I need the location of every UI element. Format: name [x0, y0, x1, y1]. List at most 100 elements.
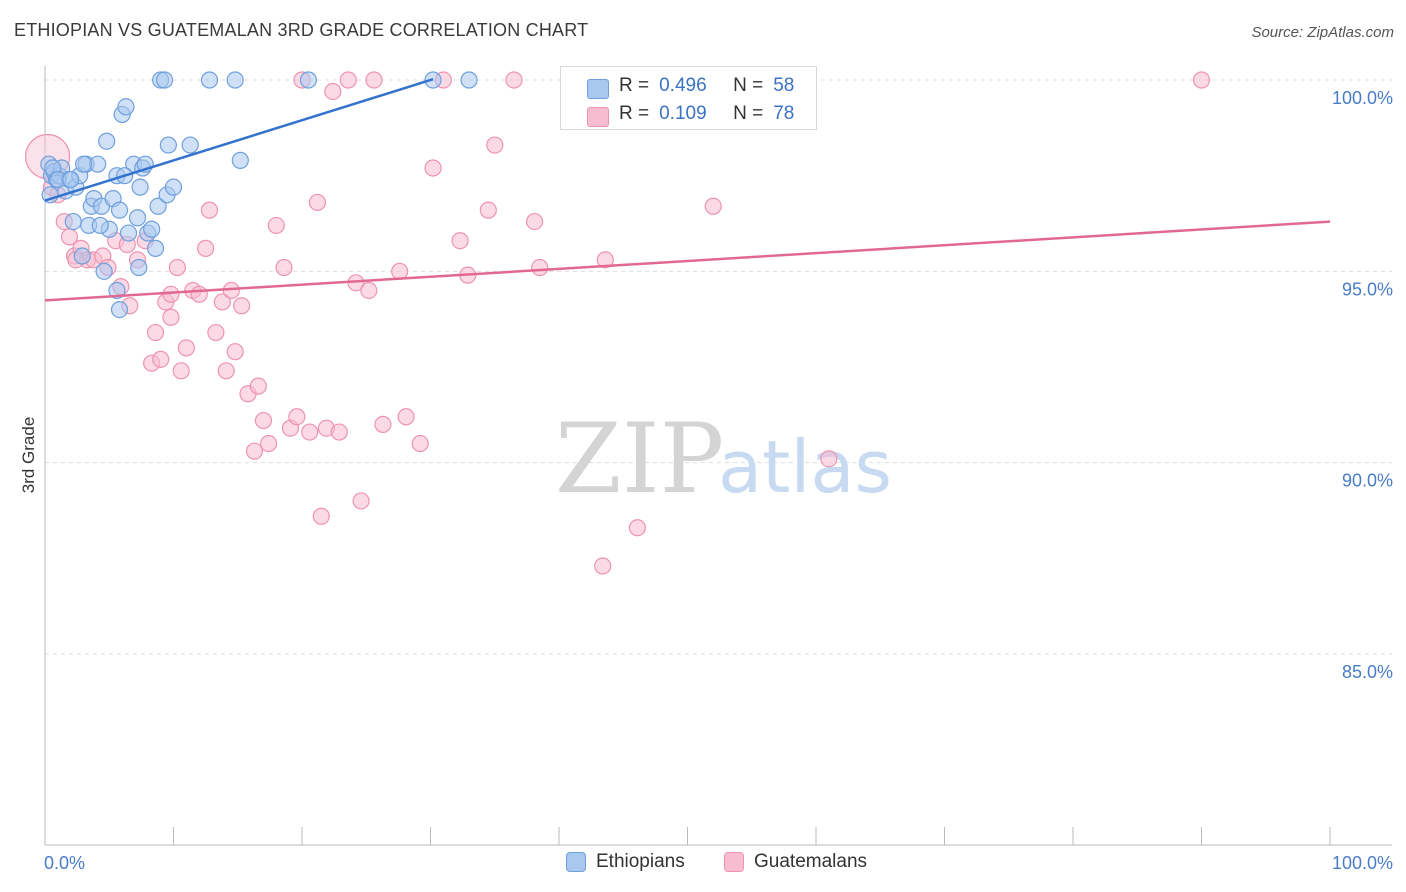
guatemalan-point — [424, 159, 442, 177]
ethiopian-point — [128, 209, 147, 227]
ethiopian-point — [130, 258, 148, 277]
guatemalan-point — [531, 258, 549, 277]
ethiopian-point — [181, 136, 199, 154]
guatemalan-point — [330, 423, 348, 441]
y-tick-label: 95.0% — [1342, 279, 1393, 299]
guatemalan-point — [259, 434, 278, 453]
y-tick-label: 90.0% — [1342, 471, 1393, 491]
legend-label-ethiopians: Ethiopians — [596, 851, 685, 872]
guatemalan-point — [820, 450, 838, 468]
guatemalan-point — [213, 293, 231, 311]
legend-label-guatemalans: Guatemalans — [754, 851, 868, 872]
y-tick-label: 100.0% — [1332, 88, 1393, 108]
guatemalan-point — [301, 423, 319, 441]
guatemalan-point — [146, 323, 165, 342]
ethiopian-point — [159, 136, 177, 154]
guatemalan-point — [391, 262, 409, 280]
guatemalan-point — [352, 492, 370, 510]
trend-lines — [44, 78, 1331, 302]
guatemalan-point — [308, 193, 327, 212]
guatemalan-point — [324, 82, 342, 101]
ethiopian-point — [119, 224, 138, 242]
x-tick-label: 0.0% — [44, 853, 85, 873]
ethiopian-point — [74, 155, 93, 173]
n-value: 58 — [773, 75, 795, 96]
ethiopian-point — [226, 71, 244, 89]
n-label: N = — [733, 103, 764, 124]
legend-item-guatemalans: Guatemalans — [724, 851, 867, 873]
ethiopian-point — [110, 301, 129, 319]
guatemalan-point — [217, 362, 235, 380]
tick-labels: 100.0% 95.0% 90.0% 85.0% 0.0% 100.0% — [44, 88, 1393, 873]
r-value: 0.496 — [659, 75, 707, 96]
ethiopian-point — [64, 212, 82, 231]
y-axis-label: 3rd Grade — [19, 417, 38, 494]
r-label: R = — [619, 75, 650, 96]
guatemalan-point — [505, 71, 523, 89]
guatemalan-point — [190, 285, 208, 303]
guatemalan-point — [451, 232, 469, 250]
ethiopian-points — [40, 71, 478, 319]
x-tick-label: 100.0% — [1332, 853, 1393, 873]
guatemalan-point — [152, 350, 170, 368]
r-value: 0.109 — [659, 103, 707, 124]
ethiopian-legend-swatch — [566, 852, 586, 872]
ethiopian-point — [41, 186, 59, 204]
ethiopian-point — [110, 201, 129, 219]
guatemalan-point — [360, 281, 378, 300]
guatemalan-point — [245, 442, 264, 460]
ethiopian-point — [460, 71, 478, 89]
guatemalan-point — [200, 201, 219, 219]
ethiopian-point — [108, 281, 126, 300]
guatemalan-point — [596, 251, 614, 269]
bottom-legend: Ethiopians Guatemalans — [0, 851, 1406, 877]
guatemalan-point — [162, 285, 180, 303]
ethiopian-point — [149, 197, 167, 215]
ethiopian-point — [95, 262, 113, 280]
guatemalan-point — [233, 297, 251, 315]
ethiopian-point — [143, 220, 161, 238]
ethiopian-point — [73, 247, 91, 265]
ethiopian-point — [299, 71, 318, 89]
ethiopian-trend-line — [44, 78, 434, 202]
stats-row-guatemalans: R = 0.109 N = 78 — [587, 101, 794, 127]
n-value: 78 — [773, 103, 795, 124]
guatemalan-point — [226, 343, 244, 361]
guatemalan-point — [704, 197, 722, 215]
guatemalan-point — [207, 323, 225, 342]
grid — [45, 79, 1392, 655]
guatemalan-point — [365, 71, 383, 89]
guatemalan-point — [1192, 71, 1211, 89]
guatemalan-point — [177, 339, 195, 357]
guatemalan-trend-line — [44, 220, 1331, 302]
guatemalan-point — [249, 377, 267, 395]
guatemalan-point — [628, 519, 646, 537]
ethiopian-point — [164, 178, 183, 196]
guatemalan-point — [288, 408, 306, 426]
guatemalan-point — [275, 258, 293, 277]
guatemalan-point — [162, 308, 180, 326]
ethiopian-point — [146, 239, 165, 257]
guatemalan-point — [479, 201, 497, 219]
guatemalan-point — [525, 212, 544, 231]
chart-title: ETHIOPIAN VS GUATEMALAN 3RD GRADE CORREL… — [14, 20, 589, 40]
guatemalan-point — [486, 136, 504, 154]
guatemalan-point — [594, 557, 612, 575]
ethiopian-point — [98, 132, 116, 150]
guatemalan-point — [197, 239, 215, 257]
ethiopian-point — [62, 170, 80, 189]
guatemalan-point — [267, 216, 285, 235]
guatemalan-point — [411, 434, 429, 453]
ethiopian-point — [200, 71, 219, 89]
stats-legend: R = 0.496 N = 58 R = 0.109 N = 78 — [560, 66, 817, 130]
ethiopian-point — [155, 71, 174, 89]
guatemalan-legend-swatch — [724, 852, 744, 872]
stats-row-ethiopians: R = 0.496 N = 58 — [587, 73, 794, 99]
axes — [44, 66, 1392, 846]
ethiopian-swatch — [587, 79, 609, 99]
y-tick-label: 85.0% — [1342, 662, 1393, 682]
ethiopian-point — [231, 151, 249, 169]
guatemalan-point — [172, 362, 190, 380]
source-label: Source: ZipAtlas.com — [1251, 24, 1394, 41]
